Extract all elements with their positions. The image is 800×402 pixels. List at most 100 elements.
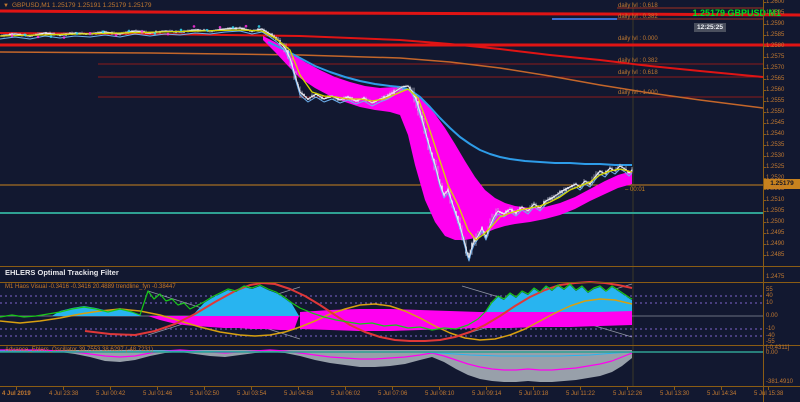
price-axis-tick bbox=[763, 123, 766, 124]
time-axis-label: 5 Jul 01:46 bbox=[143, 391, 173, 397]
daily-ma-curve bbox=[0, 32, 764, 78]
price-axis-tick bbox=[763, 156, 766, 157]
haos-panel-label: M1 Haos Visual -0.3416 -0.3416 20.4889 t… bbox=[5, 284, 176, 290]
magenta-band bbox=[263, 36, 632, 240]
signal-dot bbox=[114, 33, 118, 37]
haos-cyan-b bbox=[192, 286, 299, 316]
time-axis-tick bbox=[768, 387, 769, 390]
time-axis-tick bbox=[439, 387, 440, 390]
time-axis-label: 5 Jul 09:14 bbox=[472, 391, 502, 397]
signal-dot bbox=[23, 33, 27, 37]
price-axis-border[interactable] bbox=[763, 0, 764, 402]
time-axis-label: 4 Jul 2019 bbox=[2, 391, 31, 397]
time-axis-label: 5 Jul 12:26 bbox=[613, 391, 643, 397]
price-axis-label: 1.2535 bbox=[766, 142, 785, 148]
time-axis-tick bbox=[580, 387, 581, 390]
price-axis-label: 1.2600 bbox=[766, 0, 785, 5]
time-axis-label: 5 Jul 10:18 bbox=[519, 391, 549, 397]
time-axis-tick bbox=[721, 387, 722, 390]
haos-magenta-2 bbox=[300, 309, 632, 331]
price-axis-label: 1.2580 bbox=[766, 43, 785, 49]
haos-axis-label: 40 bbox=[766, 293, 773, 299]
time-axis-label: 5 Jul 15:38 bbox=[754, 391, 784, 397]
price-axis-tick bbox=[763, 244, 766, 245]
price-axis-label: 1.2565 bbox=[766, 76, 785, 82]
window-separator[interactable] bbox=[0, 345, 800, 346]
signal-dot bbox=[257, 25, 261, 28]
price-axis-tick bbox=[763, 222, 766, 223]
price-axis-label: 1.2500 bbox=[766, 219, 785, 225]
price-axis-tick bbox=[763, 145, 766, 146]
candle-countdown: – 00:01 bbox=[625, 187, 646, 193]
time-axis-label: 5 Jul 00:42 bbox=[96, 391, 126, 397]
advance-panel-label: Advance_Ehlers_Oscillator 39.7553 38.629… bbox=[5, 347, 154, 353]
price-axis-label: 1.2505 bbox=[766, 208, 785, 214]
signal-dot bbox=[10, 34, 14, 37]
signal-dot bbox=[75, 32, 79, 35]
signal-dot bbox=[205, 28, 209, 32]
daily-level-label: daily lvl : 0.382 bbox=[618, 58, 658, 64]
price-axis-label: 1.2575 bbox=[766, 54, 785, 60]
signal-dot bbox=[88, 32, 92, 35]
price-axis-label: 1.2590 bbox=[766, 21, 785, 27]
price-axis-tick bbox=[763, 35, 766, 36]
advance-axis-label: 0.00 bbox=[766, 350, 778, 356]
price-axis-tick bbox=[763, 79, 766, 80]
quote-label: 1.25179 GBPUSD M1 bbox=[692, 8, 781, 18]
price-axis-tick bbox=[763, 200, 766, 201]
window-separator[interactable] bbox=[0, 386, 800, 387]
advance-cyan bbox=[0, 350, 633, 357]
time-axis-tick bbox=[63, 387, 64, 390]
price-axis-tick bbox=[763, 178, 766, 179]
price-axis-label: 1.2540 bbox=[766, 131, 785, 137]
price-axis-label: 1.2555 bbox=[766, 98, 785, 104]
price-axis-tick bbox=[763, 68, 766, 69]
price-axis-label: 1.2490 bbox=[766, 241, 785, 247]
window-separator[interactable] bbox=[0, 266, 800, 267]
haos-axis-label: -40 bbox=[766, 333, 775, 339]
price-axis-tick bbox=[763, 134, 766, 135]
daily-level-label: daily lvl : 0.000 bbox=[618, 36, 658, 42]
haos-axis-label: 0.00 bbox=[766, 313, 778, 319]
daily-ma-upper bbox=[0, 9, 800, 17]
time-axis-label: 5 Jul 04:58 bbox=[284, 391, 314, 397]
time-axis-tick bbox=[674, 387, 675, 390]
advance-magenta bbox=[0, 349, 633, 371]
daily-ma-orange bbox=[0, 51, 764, 109]
price-axis-label: 1.2560 bbox=[766, 87, 785, 93]
time-axis-label: 5 Jul 14:34 bbox=[707, 391, 737, 397]
haos-axis-label: -55 bbox=[766, 339, 775, 345]
price-axis-label: 1.2515 bbox=[766, 186, 785, 192]
time-axis-tick bbox=[157, 387, 158, 390]
time-axis-label: 5 Jul 03:54 bbox=[237, 391, 267, 397]
ema-yellow bbox=[0, 29, 633, 241]
current-price-tag: 1.25179 bbox=[764, 179, 800, 189]
time-axis-label: 5 Jul 02:50 bbox=[190, 391, 220, 397]
server-clock: 12:25:25 bbox=[694, 23, 727, 32]
signal-dot bbox=[192, 25, 196, 28]
daily-level-label: daily lvl : 0.382 bbox=[618, 14, 658, 20]
price-axis-label: 1.2525 bbox=[766, 164, 785, 170]
signal-dot bbox=[179, 28, 183, 32]
haos-green bbox=[0, 283, 633, 331]
signal-dot bbox=[140, 30, 144, 33]
window-separator[interactable] bbox=[0, 282, 800, 283]
advance-axis-label: -381.4910 bbox=[766, 379, 794, 385]
chevron-down-icon[interactable]: ▼ bbox=[3, 3, 9, 9]
price-line bbox=[0, 27, 633, 259]
price-axis-label: 1.2545 bbox=[766, 120, 785, 126]
price-axis-tick bbox=[763, 255, 766, 256]
tracking-filter-blue bbox=[0, 30, 633, 262]
ehlers-panel-label: EHLERS Optimal Tracking Filter bbox=[5, 268, 119, 277]
price-axis-tick bbox=[763, 211, 766, 212]
time-axis-tick bbox=[486, 387, 487, 390]
haos-axis-label: 10 bbox=[766, 300, 773, 306]
time-axis-tick bbox=[345, 387, 346, 390]
price-axis-label: 1.2530 bbox=[766, 153, 785, 159]
price-axis-label: 1.2570 bbox=[766, 65, 785, 71]
price-axis-label: 1.2510 bbox=[766, 197, 785, 203]
price-axis-tick bbox=[763, 112, 766, 113]
price-axis-tick bbox=[763, 2, 766, 3]
time-axis-tick bbox=[110, 387, 111, 390]
